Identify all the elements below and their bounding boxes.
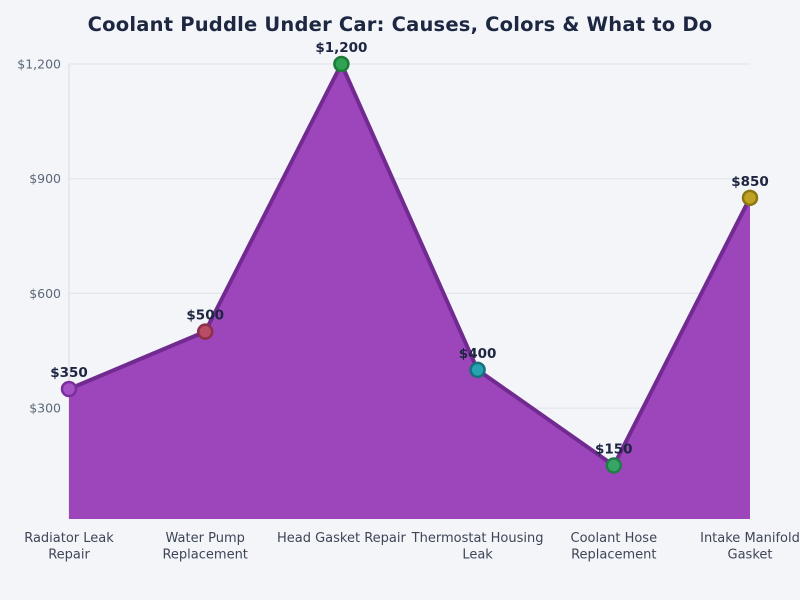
area-fill — [69, 64, 750, 519]
data-point-marker — [741, 189, 759, 207]
data-point-label: $350 — [50, 365, 88, 381]
x-axis-category-label-line: Water Pump — [166, 531, 245, 546]
x-axis-category-label-line: Radiator Leak — [24, 531, 114, 546]
x-axis-category-label: Water Pump Replacement — [162, 531, 247, 563]
chart-title: Coolant Puddle Under Car: Causes, Colors… — [87, 13, 713, 36]
data-point-marker — [196, 323, 214, 340]
x-axis-category-label-line: Replacement — [571, 548, 656, 563]
y-axis-tick-label: $300 — [29, 401, 61, 416]
y-axis-tick-label: $900 — [29, 171, 61, 186]
x-axis-category-label-line: Repair — [48, 548, 90, 563]
x-axis-category-label-line: Thermostat Housing — [411, 531, 544, 546]
data-point-marker — [333, 55, 350, 73]
y-axis-tick-label: $600 — [29, 286, 61, 301]
x-axis-category-label: Coolant Hose Replacement — [571, 531, 658, 563]
x-axis-category-label: Head Gasket Repair — [277, 531, 407, 546]
y-axis-tick-label: $1,200 — [17, 57, 61, 72]
x-axis-category-label-line: Leak — [462, 548, 493, 563]
data-point-label: $850 — [731, 174, 769, 190]
data-point-label: $150 — [595, 441, 633, 457]
data-point-label: $400 — [459, 346, 497, 362]
data-point-label: $500 — [186, 308, 224, 324]
x-axis-category-label-line: Intake Manifold — [700, 531, 800, 546]
data-point-marker — [469, 361, 486, 379]
x-axis-category-label-line: Coolant Hose — [571, 531, 658, 546]
x-axis-category-label: Intake Manifold Gasket — [700, 531, 800, 563]
data-point-marker — [60, 380, 78, 398]
data-point-label: $1,200 — [315, 40, 367, 56]
x-axis-category-label: Thermostat Housing Leak — [411, 531, 544, 563]
x-axis-category-label-line: Gasket — [728, 548, 773, 563]
x-axis-category-label-line: Replacement — [162, 548, 247, 563]
x-axis-category-label-line: Head Gasket Repair — [277, 531, 407, 546]
trend-line — [67, 62, 752, 468]
x-axis-category-label: Radiator Leak Repair — [24, 531, 114, 563]
data-point-marker — [605, 457, 623, 474]
